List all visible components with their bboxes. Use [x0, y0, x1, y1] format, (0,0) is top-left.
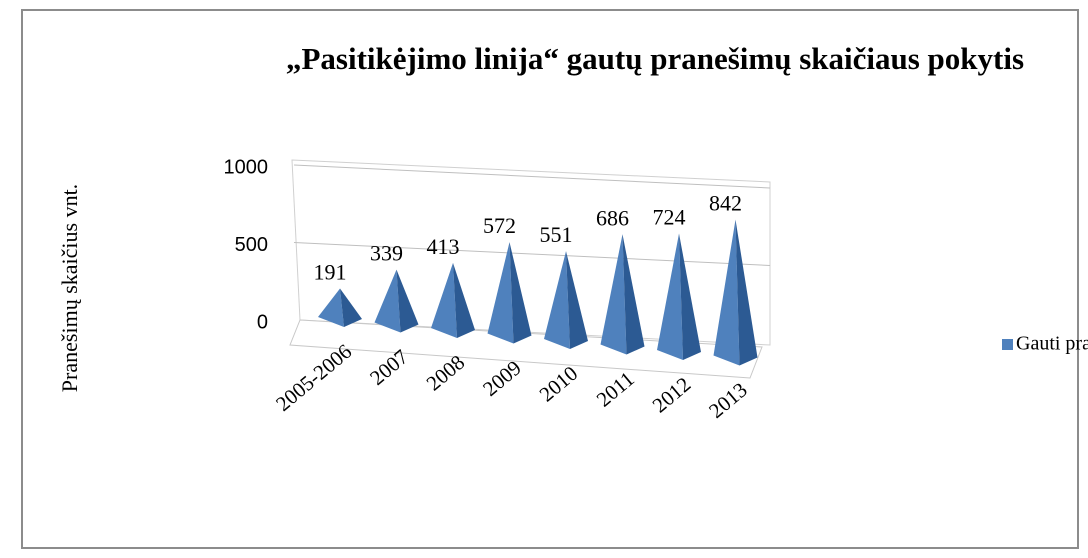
- grid-line: [293, 242, 771, 266]
- pyramid: [600, 234, 645, 355]
- y-axis-label: Pranešimų skaičius vnt.: [57, 184, 82, 392]
- pyramid-face-left: [318, 288, 344, 327]
- pyramid-face-left: [374, 269, 401, 333]
- pyramid: [657, 233, 701, 360]
- pyramid-face-left: [600, 234, 627, 355]
- value-label: 551: [540, 222, 573, 247]
- y-tick-label: 0: [257, 311, 268, 333]
- pyramid-face-left: [713, 219, 740, 366]
- value-label: 842: [709, 191, 742, 216]
- pyramid: [431, 262, 475, 338]
- value-label: 191: [314, 260, 347, 285]
- chart-frame: [21, 9, 1079, 549]
- pyramid-face-right: [735, 219, 758, 366]
- value-label: 413: [427, 234, 460, 259]
- pyramid-face-left: [487, 242, 514, 344]
- legend-swatch: [1002, 339, 1013, 350]
- grid-line: [293, 164, 771, 189]
- back-wall: [291, 159, 771, 346]
- pyramid: [544, 251, 588, 349]
- pyramid: [318, 288, 362, 327]
- pyramid-face-left: [431, 262, 457, 338]
- pyramid-face-right: [396, 269, 419, 333]
- y-tick-label: 500: [235, 234, 268, 256]
- pyramid-face-left: [657, 233, 683, 360]
- pyramid-face-left: [544, 251, 570, 349]
- pyramid-face-right: [340, 288, 362, 327]
- value-label: 724: [653, 205, 686, 230]
- pyramid-face-right: [622, 234, 645, 355]
- pyramid: [374, 269, 419, 333]
- pyramid: [487, 242, 532, 344]
- pyramid-face-right: [509, 242, 532, 344]
- legend-label: Gauti praneš: [1016, 333, 1088, 355]
- pyramid-face-right: [679, 233, 701, 360]
- chart-title: „Pasitikėjimo linija“ gautų pranešimų sk…: [286, 41, 1024, 76]
- value-label: 686: [596, 205, 629, 230]
- value-label: 339: [370, 241, 403, 266]
- y-tick-label: 1000: [224, 156, 269, 178]
- pyramid-face-right: [453, 262, 475, 338]
- pyramid: [713, 219, 758, 366]
- pyramid-face-right: [566, 251, 588, 349]
- value-label: 572: [483, 213, 516, 238]
